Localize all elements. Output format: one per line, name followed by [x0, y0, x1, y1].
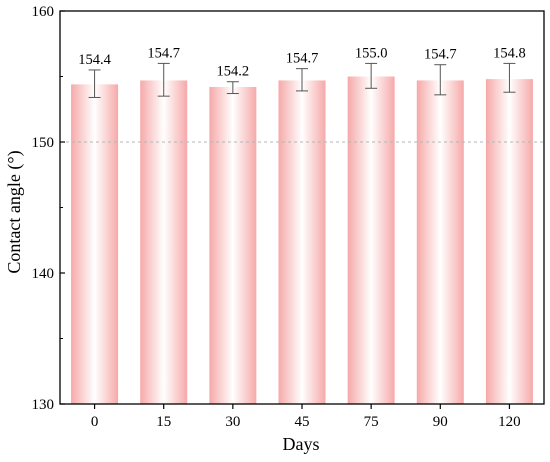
error-bar-90 [434, 64, 447, 96]
data-label-120: 154.8 [493, 45, 526, 61]
bar-75 [347, 76, 395, 404]
bar-0 [71, 84, 119, 405]
y-tick-label-150: 150 [32, 135, 55, 151]
error-bars-layer [88, 62, 516, 98]
error-bar-0 [88, 69, 101, 98]
ticks-layer: 130 140 150 160 0 15 30 45 75 90 120 [32, 4, 521, 430]
error-bar-75 [365, 62, 378, 89]
x-tick-label-15: 15 [156, 414, 171, 430]
bar-90 [416, 80, 464, 405]
bar-15 [140, 80, 188, 405]
data-label-0: 154.4 [78, 52, 111, 68]
x-tick-label-45: 45 [295, 414, 310, 430]
y-tick-label-160: 160 [32, 4, 55, 20]
x-tick-label-90: 90 [433, 414, 448, 430]
error-bar-15 [157, 62, 170, 97]
x-tick-label-30: 30 [225, 414, 240, 430]
data-label-45: 154.7 [286, 51, 319, 67]
data-label-75: 155.0 [355, 45, 388, 61]
x-tick-label-0: 0 [91, 414, 99, 430]
bar-120 [485, 79, 533, 405]
y-tick-label-140: 140 [32, 266, 55, 282]
y-axis-title: Contact angle (°) [4, 150, 25, 273]
x-axis-title: Days [283, 434, 320, 454]
data-label-15: 154.7 [147, 45, 180, 61]
data-label-90: 154.7 [424, 47, 457, 63]
bars-layer [71, 76, 533, 405]
data-labels-layer: 154.4 154.7 154.2 154.7 155.0 154.7 154.8 [78, 45, 525, 79]
bar-30 [209, 86, 257, 404]
x-tick-label-75: 75 [364, 414, 379, 430]
error-bar-30 [226, 81, 239, 95]
x-tick-label-120: 120 [498, 414, 521, 430]
error-bar-45 [296, 68, 308, 92]
y-tick-label-130: 130 [32, 397, 55, 413]
data-label-30: 154.2 [217, 64, 250, 80]
bar-45 [278, 80, 326, 405]
error-bar-120 [503, 62, 516, 93]
